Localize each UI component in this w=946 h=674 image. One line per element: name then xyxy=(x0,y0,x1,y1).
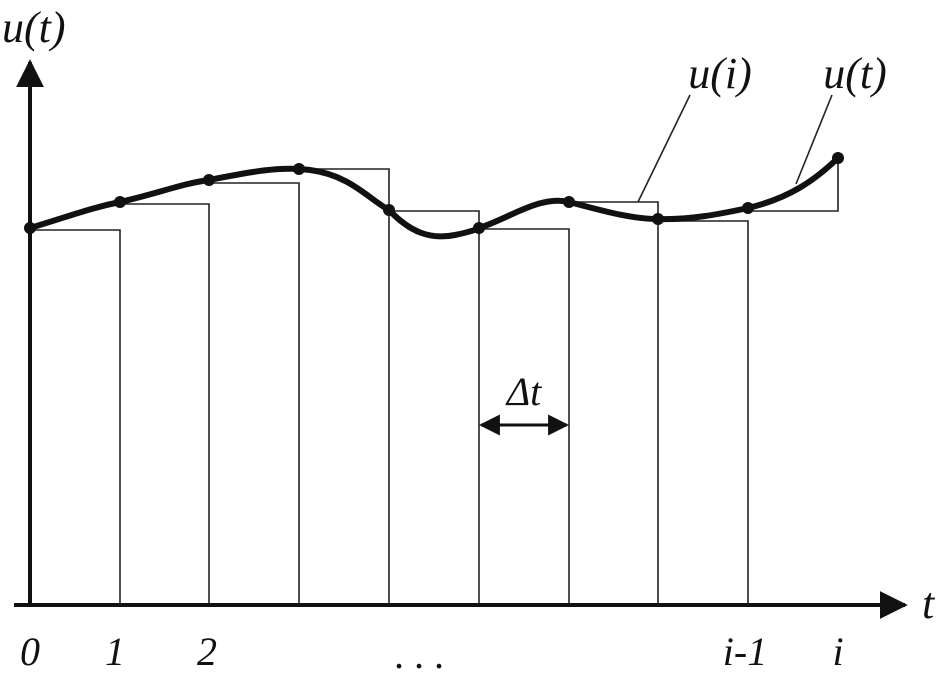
curve xyxy=(29,155,841,240)
tick-label: i-1 xyxy=(723,629,767,674)
curve-label: u(t) xyxy=(823,49,887,98)
tick-label: 2 xyxy=(197,629,217,674)
axes xyxy=(14,59,908,619)
steps xyxy=(29,158,839,605)
tick-label: i xyxy=(832,629,843,674)
tick-label: 1 xyxy=(105,629,125,674)
x-axis-label: t xyxy=(922,579,936,628)
y-axis-label: u(t) xyxy=(2,3,66,52)
tick-label: . . . xyxy=(395,632,445,674)
sample-points xyxy=(24,152,844,234)
interval-label: Δt xyxy=(505,369,542,414)
leaders xyxy=(637,94,833,203)
tick-label: 0 xyxy=(20,629,40,674)
step-label: u(i) xyxy=(688,49,752,98)
